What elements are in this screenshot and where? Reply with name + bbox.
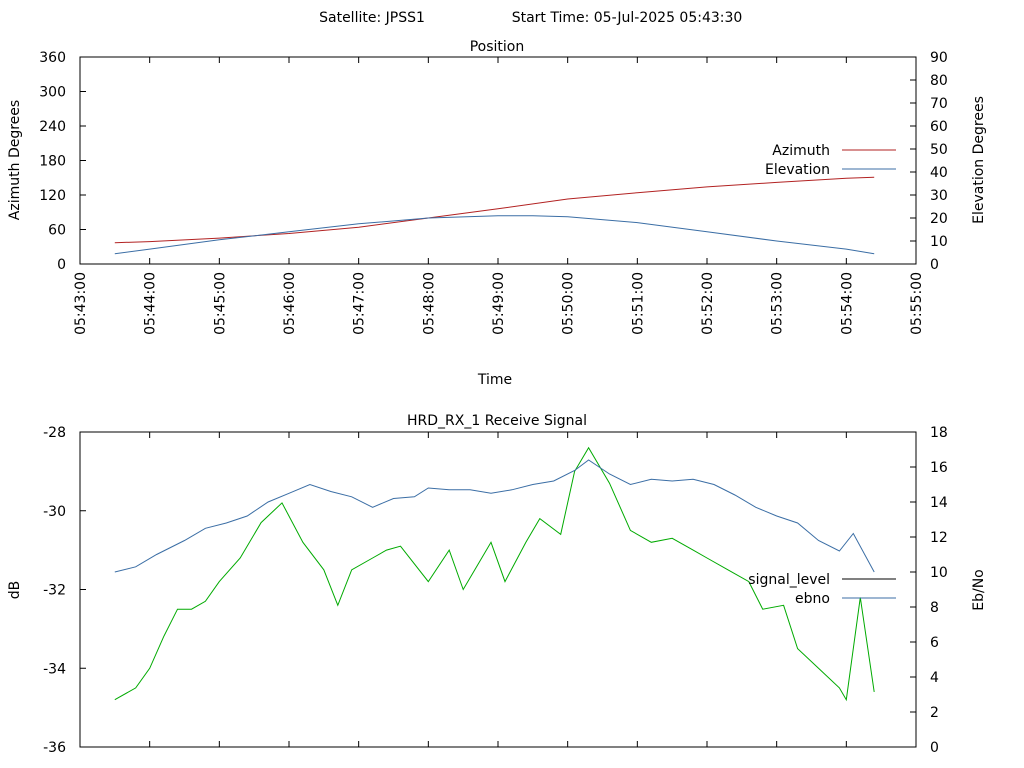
legend-label-azimuth: Azimuth (772, 143, 830, 159)
position-y2-tick-label: 70 (930, 96, 948, 112)
position-y2-tick-label: 60 (930, 119, 948, 135)
position-x-tick-label: 05:49:00 (491, 272, 507, 335)
position-x-tick-label: 05:52:00 (700, 272, 716, 335)
position-x-tick-label: 05:48:00 (421, 272, 437, 335)
position-y2-tick-label: 80 (930, 73, 948, 89)
position-chart-xlabel: Time (477, 372, 512, 388)
signal-chart-ylabel: dB (7, 581, 23, 600)
position-x-tick-label: 05:43:00 (73, 272, 89, 335)
series-line-signal-level (114, 446, 875, 702)
series-line-elevation (114, 215, 875, 255)
legend-label-ebno: ebno (795, 591, 830, 607)
position-y-tick-label: 0 (57, 257, 66, 273)
signal-y-tick-label: -28 (43, 425, 66, 441)
position-x-tick-label: 05:51:00 (630, 272, 646, 335)
header-satellite: Satellite: JPSS1 (319, 10, 425, 26)
signal-y-tick-label: -34 (43, 661, 66, 677)
signal-chart-y2label: Eb/No (971, 569, 987, 611)
position-x-tick-label: 05:55:00 (909, 272, 925, 335)
position-y2-tick-label: 30 (930, 188, 948, 204)
signal-y2-tick-label: 12 (930, 530, 948, 546)
position-chart-y2label: Elevation Degrees (971, 96, 987, 224)
position-plot-frame (79, 56, 917, 265)
signal-y-tick-label: -30 (43, 504, 66, 520)
position-x-tick-label: 05:46:00 (282, 272, 298, 335)
position-x-tick-label: 05:54:00 (839, 272, 855, 335)
header-start-time: Start Time: 05-Jul-2025 05:43:30 (512, 10, 743, 26)
signal-y2-tick-label: 4 (930, 670, 939, 686)
signal-y2-tick-label: 10 (930, 565, 948, 581)
position-y2-tick-label: 0 (930, 257, 939, 273)
position-y2-tick-label: 90 (930, 50, 948, 66)
position-chart-title: Position (470, 39, 525, 55)
legend-label-elevation: Elevation (765, 162, 830, 178)
legend-label-signal-level: signal_level (748, 572, 830, 588)
signal-y-tick-label: -32 (43, 583, 66, 599)
position-chart-ylabel: Azimuth Degrees (7, 100, 23, 220)
position-y2-tick-label: 20 (930, 211, 948, 227)
position-y-tick-label: 180 (39, 154, 66, 170)
series-line-azimuth (114, 176, 875, 244)
signal-y-tick-label: -36 (43, 740, 66, 756)
signal-chart-title: HRD_RX_1 Receive Signal (407, 413, 587, 429)
position-y2-tick-label: 50 (930, 142, 948, 158)
position-x-tick-label: 05:44:00 (143, 272, 159, 335)
series-line-ebno (114, 459, 875, 573)
position-y2-tick-label: 10 (930, 234, 948, 250)
position-x-tick-label: 05:45:00 (212, 272, 228, 335)
position-y-tick-label: 300 (39, 85, 66, 101)
signal-y2-tick-label: 16 (930, 460, 948, 476)
position-y-tick-label: 60 (48, 223, 66, 239)
position-y2-tick-label: 40 (930, 165, 948, 181)
signal-plot-frame (79, 431, 917, 748)
position-y-tick-label: 120 (39, 188, 66, 204)
position-y-tick-label: 240 (39, 119, 66, 135)
signal-y2-tick-label: 8 (930, 600, 939, 616)
signal-y2-tick-label: 6 (930, 635, 939, 651)
signal-y2-tick-label: 2 (930, 705, 939, 721)
position-x-tick-label: 05:50:00 (561, 272, 577, 335)
signal-y2-tick-label: 0 (930, 740, 939, 756)
position-x-tick-label: 05:53:00 (770, 272, 786, 335)
signal-y2-tick-label: 14 (930, 495, 948, 511)
position-y-tick-label: 360 (39, 50, 66, 66)
position-x-tick-label: 05:47:00 (352, 272, 368, 335)
signal-y2-tick-label: 18 (930, 425, 948, 441)
